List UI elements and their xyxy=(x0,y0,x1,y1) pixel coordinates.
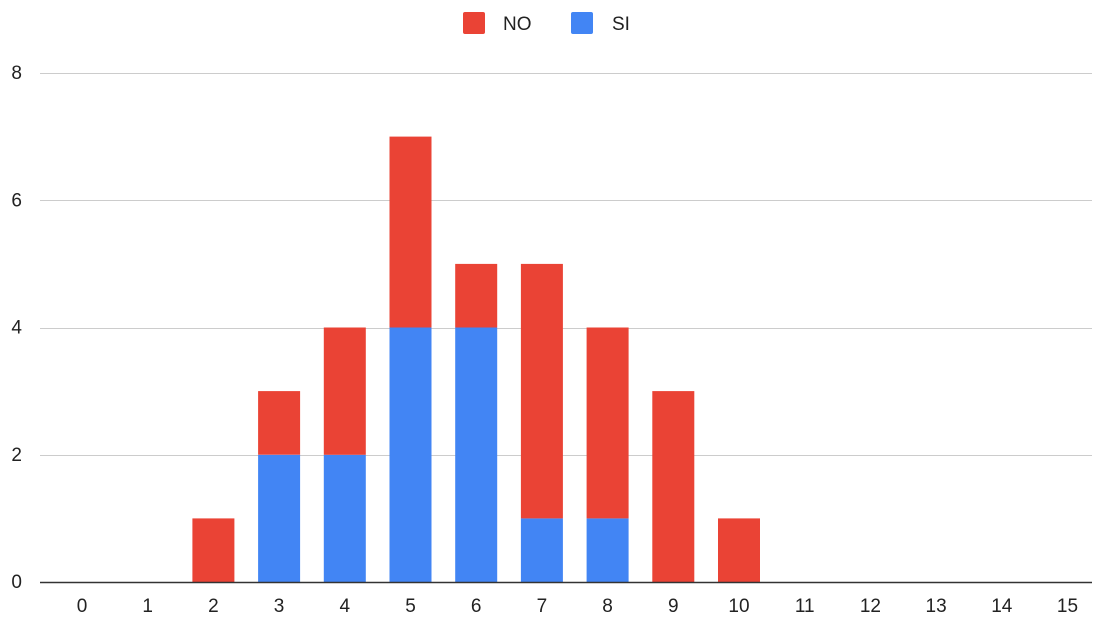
y-tick-label: 6 xyxy=(11,190,22,211)
y-tick-label: 4 xyxy=(11,318,22,339)
x-tick-label: 13 xyxy=(926,596,947,617)
x-tick-label: 8 xyxy=(602,596,613,617)
bar-no-3 xyxy=(258,391,300,455)
x-tick-label: 15 xyxy=(1057,596,1078,617)
x-tick-label: 10 xyxy=(728,596,749,617)
y-tick-label: 0 xyxy=(11,572,22,593)
bar-no-10 xyxy=(718,518,760,582)
x-tick-label: 7 xyxy=(537,596,548,617)
x-tick-label: 2 xyxy=(208,596,219,617)
x-tick-label: 14 xyxy=(991,596,1013,617)
bar-no-7 xyxy=(521,264,563,519)
bar-no-8 xyxy=(587,328,629,519)
bar-no-5 xyxy=(390,137,432,328)
x-tick-label: 11 xyxy=(795,596,815,617)
x-tick-label: 5 xyxy=(405,596,416,617)
bar-series xyxy=(192,137,760,582)
x-tick-label: 0 xyxy=(77,596,88,617)
bar-no-4 xyxy=(324,328,366,455)
bar-si-7 xyxy=(521,518,563,582)
y-tick-label: 8 xyxy=(11,63,22,84)
x-tick-label: 12 xyxy=(860,596,881,617)
legend-label-no: NO xyxy=(503,14,532,35)
chart-legend: NO SI xyxy=(463,12,630,35)
x-axis-ticks: 0 1 2 3 4 5 6 7 8 9 10 11 12 13 14 15 xyxy=(77,596,1078,617)
x-tick-label: 6 xyxy=(471,596,482,617)
x-tick-label: 4 xyxy=(340,596,351,617)
y-tick-label: 2 xyxy=(11,445,22,466)
bar-si-8 xyxy=(587,518,629,582)
legend-label-si: SI xyxy=(612,14,630,35)
bar-si-6 xyxy=(455,328,497,583)
bar-no-2 xyxy=(192,518,234,582)
legend-swatch-no xyxy=(463,12,485,34)
bar-si-3 xyxy=(258,455,300,582)
bar-no-9 xyxy=(652,391,694,582)
x-tick-label: 9 xyxy=(668,596,679,617)
x-tick-label: 3 xyxy=(274,596,285,617)
y-gridlines xyxy=(40,74,1092,456)
bar-si-5 xyxy=(390,328,432,583)
y-axis-ticks: 0 2 4 6 8 xyxy=(11,63,22,593)
x-tick-label: 1 xyxy=(142,596,153,617)
bar-no-6 xyxy=(455,264,497,328)
legend-swatch-si xyxy=(571,12,593,34)
bar-si-4 xyxy=(324,455,366,582)
